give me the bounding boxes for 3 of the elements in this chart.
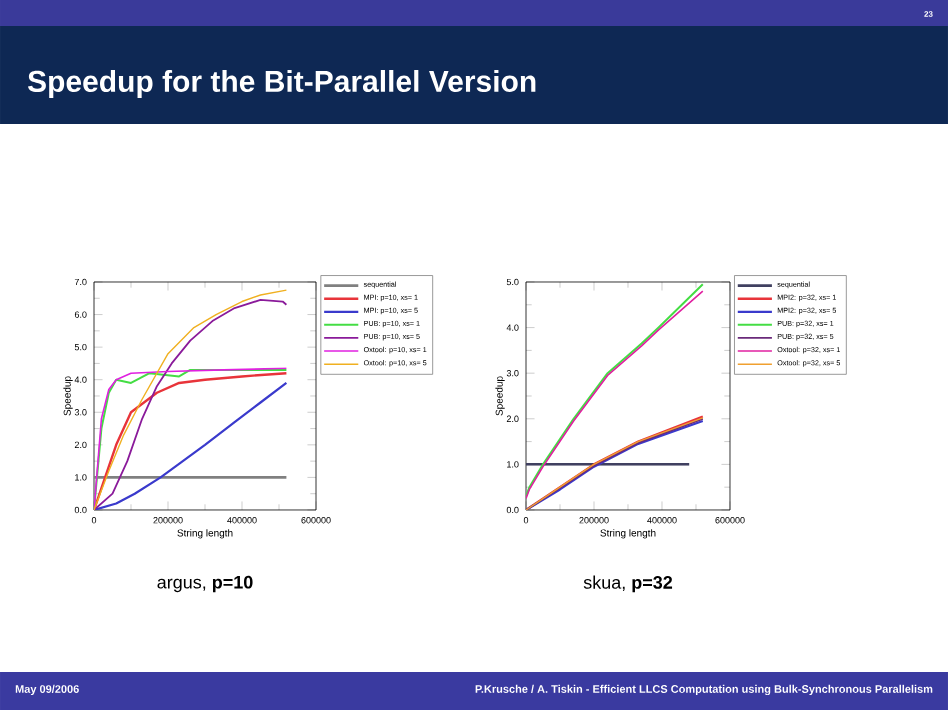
text: argus, p=10 — [157, 575, 253, 593]
text: Speedup for the Bit-Parallel Version — [27, 70, 536, 98]
text: skua, p=32 — [583, 575, 673, 593]
